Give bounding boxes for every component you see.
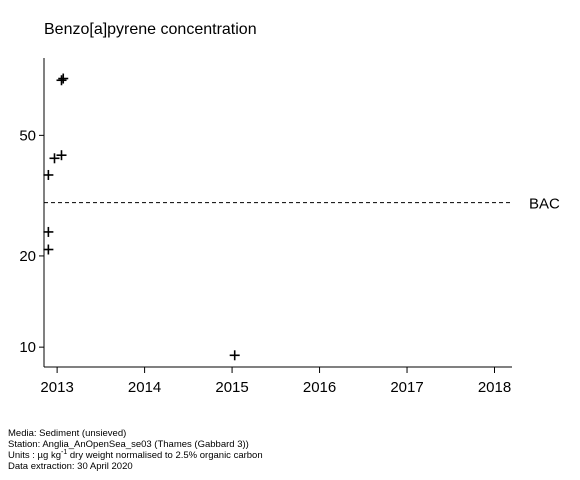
- chart-title: Benzo[a]pyrene concentration: [44, 21, 257, 38]
- chart: Benzo[a]pyrene concentration 10 20 50 2013 2…: [19, 21, 560, 396]
- data-point: [58, 73, 69, 84]
- footer-notes: Media: Sediment (unsieved) Station: Angl…: [8, 428, 263, 472]
- footer-units-prefix: Units : µg kg: [8, 450, 61, 461]
- reference-lines: BAC: [44, 196, 560, 213]
- y-tick-label: 50: [19, 127, 36, 144]
- footer-units: Units : µg kg-1 dry weight normalised to…: [8, 448, 263, 461]
- y-tick-label: 10: [19, 339, 36, 356]
- data-point: [43, 169, 54, 180]
- footer-units-suffix: dry weight normalised to 2.5% organic ca…: [67, 450, 263, 461]
- x-tick-label: 2013: [40, 379, 73, 396]
- x-tick-label: 2015: [215, 379, 248, 396]
- x-tick-label: 2014: [128, 379, 161, 396]
- footer-extraction: Data extraction: 30 April 2020: [8, 461, 133, 472]
- x-tick-label: 2017: [390, 379, 423, 396]
- data-point: [43, 244, 54, 255]
- axes: 10 20 50 2013 2014 2015 2016 2017 2018: [19, 58, 512, 396]
- data-points: [43, 73, 240, 361]
- data-point: [56, 150, 67, 161]
- footer-station: Station: Anglia_AnOpenSea_se03 (Thames (…: [8, 439, 249, 450]
- data-point: [49, 153, 60, 164]
- x-tick-label: 2016: [303, 379, 336, 396]
- y-tick-label: 20: [19, 248, 36, 265]
- data-point: [229, 350, 240, 361]
- x-tick-label: 2018: [478, 379, 511, 396]
- footer-media: Media: Sediment (unsieved): [8, 428, 127, 439]
- data-point: [56, 75, 67, 86]
- footer-units-sup: -1: [61, 448, 68, 456]
- bac-reference-label: BAC: [529, 196, 560, 213]
- data-point: [43, 226, 54, 237]
